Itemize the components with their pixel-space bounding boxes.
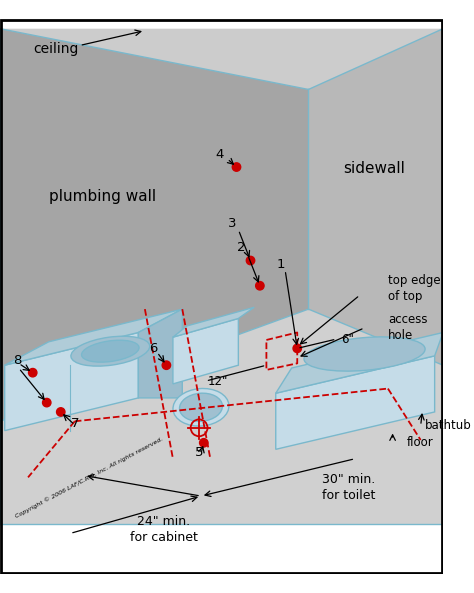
- Polygon shape: [0, 28, 309, 421]
- Circle shape: [232, 163, 241, 171]
- Polygon shape: [173, 318, 238, 384]
- Text: floor: floor: [407, 436, 433, 449]
- Text: 30" min.
for toilet: 30" min. for toilet: [322, 473, 376, 502]
- Ellipse shape: [173, 388, 229, 426]
- Text: top edge
of top: top edge of top: [388, 274, 440, 303]
- Text: 24" min.
for cabinet: 24" min. for cabinet: [130, 515, 198, 544]
- Text: 5: 5: [195, 445, 203, 458]
- Text: 7: 7: [71, 417, 79, 430]
- Text: 2: 2: [237, 241, 246, 254]
- Circle shape: [43, 398, 51, 407]
- Polygon shape: [309, 28, 443, 365]
- Text: 3: 3: [228, 216, 236, 229]
- Circle shape: [255, 282, 264, 290]
- Circle shape: [28, 368, 37, 377]
- Text: Copyright © 2006 LAF/C.R.S, Inc. All rights reserved.: Copyright © 2006 LAF/C.R.S, Inc. All rig…: [14, 436, 164, 519]
- Polygon shape: [276, 333, 443, 393]
- Polygon shape: [5, 333, 138, 431]
- Text: 12": 12": [208, 375, 228, 388]
- Text: 6": 6": [341, 333, 354, 346]
- Text: 1: 1: [276, 258, 285, 271]
- Text: sidewall: sidewall: [343, 161, 405, 176]
- Polygon shape: [0, 28, 443, 90]
- Ellipse shape: [82, 340, 139, 362]
- Circle shape: [162, 361, 171, 369]
- Text: 6: 6: [149, 342, 157, 355]
- Text: bathtub: bathtub: [425, 419, 472, 432]
- Polygon shape: [138, 309, 182, 398]
- Text: plumbing wall: plumbing wall: [49, 189, 156, 205]
- Circle shape: [56, 408, 65, 416]
- Ellipse shape: [71, 336, 150, 366]
- Polygon shape: [276, 356, 435, 449]
- Text: 8: 8: [13, 354, 21, 367]
- Polygon shape: [173, 307, 254, 337]
- Circle shape: [246, 256, 255, 264]
- Ellipse shape: [304, 337, 425, 371]
- Polygon shape: [5, 309, 182, 365]
- Circle shape: [293, 344, 301, 353]
- Text: 4: 4: [216, 148, 224, 161]
- Ellipse shape: [180, 393, 222, 422]
- Polygon shape: [0, 309, 443, 524]
- Text: ceiling: ceiling: [33, 42, 79, 56]
- Circle shape: [200, 439, 208, 447]
- Text: access
hole: access hole: [388, 313, 428, 342]
